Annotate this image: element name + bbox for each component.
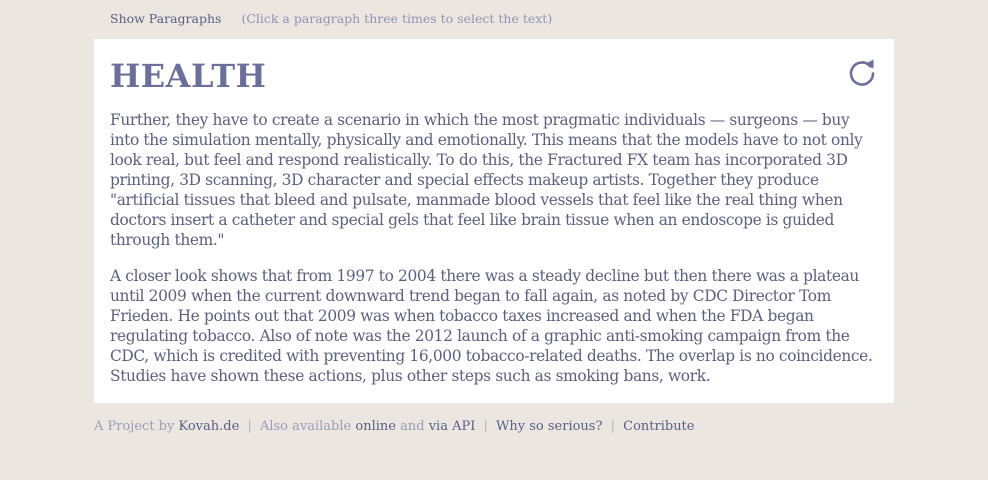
reload-icon[interactable]	[846, 56, 878, 88]
footer: A Project by Kovah.de | Also available o…	[94, 419, 694, 435]
api-link[interactable]: via API	[429, 419, 476, 434]
why-so-serious-link[interactable]: Why so serious?	[496, 419, 602, 434]
content-card: HEALTH Further, they have to create a sc…	[94, 39, 894, 403]
project-by-text: A Project by	[94, 419, 174, 434]
show-paragraphs-link[interactable]: Show Paragraphs	[110, 11, 221, 26]
separator: |	[611, 419, 615, 434]
paragraph[interactable]: Further, they have to create a scenario …	[110, 110, 878, 250]
and-text: and	[400, 419, 424, 434]
also-available-text: Also available	[260, 419, 351, 434]
author-link[interactable]: Kovah.de	[178, 419, 239, 434]
paragraph[interactable]: A closer look shows that from 1997 to 20…	[110, 266, 878, 386]
page-title: HEALTH	[110, 56, 878, 96]
separator: |	[484, 419, 488, 434]
contribute-link[interactable]: Contribute	[623, 419, 694, 434]
triple-click-hint: (Click a paragraph three times to select…	[241, 11, 552, 26]
top-bar: Show Paragraphs (Click a paragraph three…	[110, 11, 552, 27]
online-link[interactable]: online	[355, 419, 396, 434]
separator: |	[247, 419, 251, 434]
